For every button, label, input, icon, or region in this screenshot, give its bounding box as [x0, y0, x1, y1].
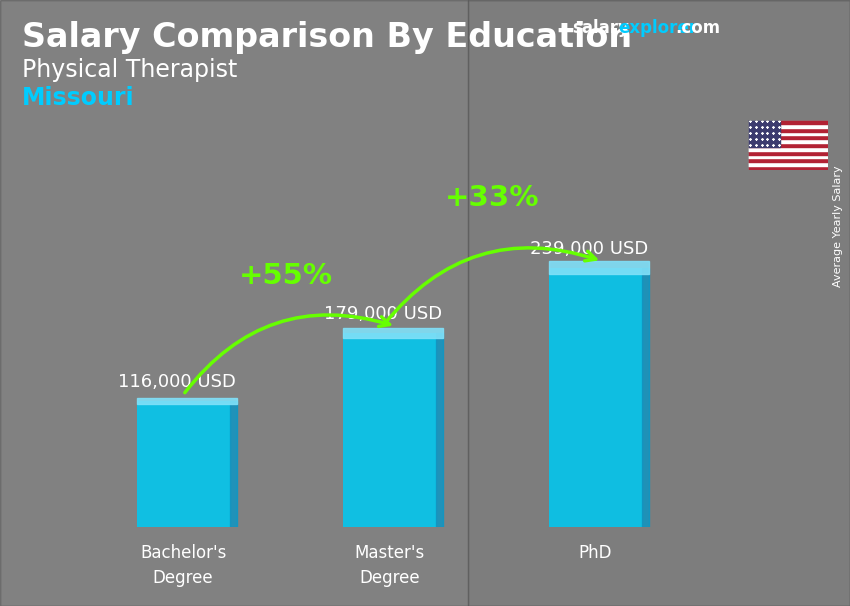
Bar — [642, 267, 649, 527]
Bar — [549, 261, 649, 274]
Text: 239,000 USD: 239,000 USD — [530, 240, 649, 258]
Bar — [748, 147, 828, 151]
Bar — [748, 120, 828, 124]
Text: 179,000 USD: 179,000 USD — [324, 305, 442, 323]
Bar — [748, 124, 828, 128]
Text: Average Yearly Salary: Average Yearly Salary — [833, 165, 843, 287]
Bar — [748, 162, 828, 166]
Bar — [137, 398, 237, 404]
Bar — [343, 333, 435, 527]
Bar — [748, 166, 828, 170]
Bar — [343, 328, 443, 338]
Text: Missouri: Missouri — [22, 86, 134, 110]
Bar — [549, 267, 642, 527]
Text: explorer: explorer — [618, 19, 697, 37]
Bar — [468, 0, 850, 606]
Text: +55%: +55% — [239, 262, 333, 290]
Text: +33%: +33% — [445, 184, 540, 212]
Bar — [748, 139, 828, 143]
Bar — [748, 120, 780, 147]
Text: .com: .com — [675, 19, 720, 37]
Text: Physical Therapist: Physical Therapist — [22, 58, 237, 82]
Bar — [137, 401, 230, 527]
Bar — [748, 128, 828, 132]
Bar — [748, 135, 828, 139]
Text: 116,000 USD: 116,000 USD — [118, 373, 236, 391]
Bar — [748, 143, 828, 147]
Bar — [748, 132, 828, 135]
Bar — [748, 151, 828, 155]
Bar — [748, 158, 828, 162]
Text: Salary Comparison By Education: Salary Comparison By Education — [22, 21, 632, 54]
Bar — [435, 333, 443, 527]
Bar — [0, 0, 468, 606]
Bar — [230, 401, 237, 527]
Bar — [748, 155, 828, 158]
Text: salary: salary — [572, 19, 629, 37]
